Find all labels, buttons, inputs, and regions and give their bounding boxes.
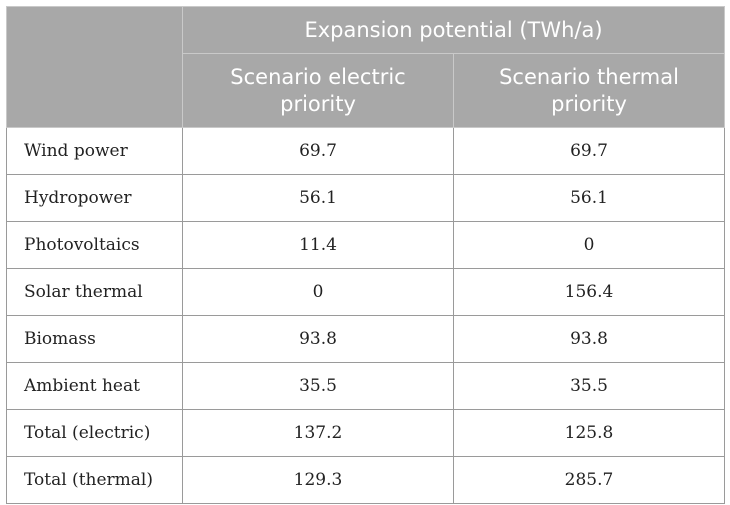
- table-row: Ambient heat 35.5 35.5: [6, 362, 726, 410]
- cell-electric: 93.8: [182, 315, 454, 363]
- cell-electric: 137.2: [182, 409, 454, 457]
- cell-thermal: 285.7: [452, 456, 726, 504]
- table-row: Total (electric) 137.2 125.8: [6, 409, 726, 457]
- cell-electric: 69.7: [182, 127, 454, 175]
- table-row: Photovoltaics 11.4 0: [6, 221, 726, 269]
- cell-electric: 56.1: [182, 174, 454, 222]
- cell-thermal: 56.1: [452, 174, 726, 222]
- row-label: Solar thermal: [6, 268, 183, 316]
- expansion-potential-table: Expansion potential (TWh/a) Scenario ele…: [6, 6, 726, 504]
- header-group-title: Expansion potential (TWh/a): [181, 6, 726, 54]
- row-label: Total (thermal): [6, 456, 183, 504]
- cell-thermal: 69.7: [452, 127, 726, 175]
- header-scenario-electric: Scenario electric priority: [182, 53, 454, 128]
- header-corner-cell: [6, 6, 183, 128]
- cell-electric: 0: [182, 268, 454, 316]
- cell-thermal: 93.8: [452, 315, 726, 363]
- cell-electric: 11.4: [182, 221, 454, 269]
- header-row-scenarios: Scenario electric priority Scenario ther…: [7, 53, 726, 128]
- table-row: Biomass 93.8 93.8: [6, 315, 726, 363]
- header-scenario-thermal: Scenario thermal priority: [452, 53, 726, 128]
- header-row-group: Expansion potential (TWh/a): [6, 6, 726, 128]
- table-row: Wind power 69.7 69.7: [6, 127, 726, 175]
- row-label: Hydropower: [6, 174, 183, 222]
- row-label: Biomass: [6, 315, 183, 363]
- row-label: Ambient heat: [6, 362, 183, 410]
- table-row: Total (thermal) 129.3 285.7: [6, 456, 726, 504]
- table-body: Wind power 69.7 69.7 Hydropower 56.1 56.…: [6, 127, 726, 504]
- table-row: Hydropower 56.1 56.1: [6, 174, 726, 222]
- table-row: Solar thermal 0 156.4: [6, 268, 726, 316]
- cell-thermal: 125.8: [452, 409, 726, 457]
- row-label: Total (electric): [6, 409, 183, 457]
- table-header: Expansion potential (TWh/a) Scenario ele…: [6, 6, 726, 128]
- expansion-potential-table-container: Expansion potential (TWh/a) Scenario ele…: [6, 6, 726, 504]
- cell-thermal: 156.4: [452, 268, 726, 316]
- row-label: Wind power: [6, 127, 183, 175]
- cell-thermal: 0: [452, 221, 726, 269]
- cell-electric: 129.3: [182, 456, 454, 504]
- cell-electric: 35.5: [182, 362, 454, 410]
- cell-thermal: 35.5: [452, 362, 726, 410]
- row-label: Photovoltaics: [6, 221, 183, 269]
